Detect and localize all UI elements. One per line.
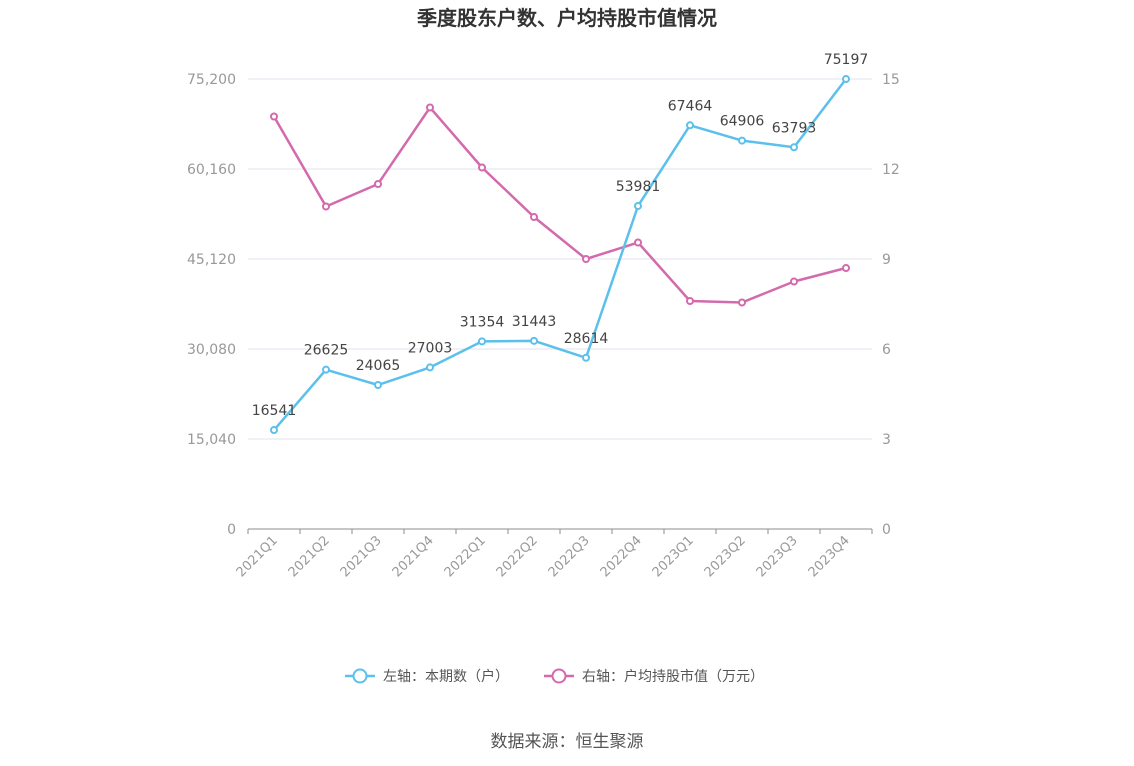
- left-axis-tick-label: 75,200: [187, 72, 236, 88]
- data-point[interactable]: [530, 336, 538, 345]
- data-point[interactable]: [686, 297, 694, 305]
- right-axis-tick-label: 12: [882, 162, 900, 178]
- data-label: 31354: [460, 314, 505, 330]
- x-axis-tick-label: 2023Q4: [806, 533, 853, 580]
- data-label: 75197: [824, 52, 869, 68]
- x-axis-tick-label: 2022Q4: [598, 533, 645, 580]
- data-label: 31443: [512, 314, 557, 330]
- data-label: 63793: [772, 120, 817, 136]
- data-label: 26625: [304, 343, 349, 359]
- data-point[interactable]: [634, 238, 642, 247]
- data-point[interactable]: [374, 180, 382, 188]
- data-point[interactable]: [270, 426, 278, 435]
- legend-label: 右轴：户均持股市值（万元）: [582, 668, 764, 685]
- data-point[interactable]: [478, 337, 486, 346]
- legend-circle-marker: [352, 668, 368, 684]
- data-point[interactable]: [842, 264, 850, 272]
- left-axis-tick-label: 15,040: [187, 432, 236, 448]
- data-point[interactable]: [790, 277, 798, 286]
- data-label: 67464: [668, 98, 713, 114]
- legend-circle-marker: [551, 668, 567, 684]
- x-axis-tick-label: 2021Q1: [234, 533, 281, 580]
- data-point[interactable]: [270, 112, 278, 121]
- right-axis-tick-label: 15: [882, 72, 900, 88]
- data-point[interactable]: [426, 363, 434, 372]
- data-label: 27003: [408, 340, 453, 356]
- x-axis-tick-label: 2021Q3: [338, 533, 385, 580]
- series-layer: [270, 75, 850, 435]
- x-axis: 2021Q1 2021Q2 2021Q3 2021Q4 2022Q1 2022Q2 2022…: [234, 528, 873, 580]
- right-axis-tick-label: 0: [882, 522, 891, 538]
- right-axis-tick-label: 6: [882, 342, 891, 358]
- data-point[interactable]: [738, 136, 746, 145]
- chart-title: 季度股东户数、户均持股市值情况: [416, 6, 717, 30]
- x-axis-tick-label: 2023Q3: [754, 533, 801, 580]
- data-point[interactable]: [322, 365, 330, 374]
- right-axis-tick-label: 3: [882, 432, 891, 448]
- data-point[interactable]: [842, 75, 850, 84]
- x-axis-tick-label: 2022Q1: [442, 533, 489, 580]
- data-point[interactable]: [582, 255, 590, 263]
- x-axis-tick-label: 2022Q3: [546, 533, 593, 580]
- x-axis-tick-label: 2021Q2: [286, 533, 333, 580]
- data-point[interactable]: [790, 143, 798, 152]
- left-axis-tick-label: 30,080: [187, 342, 236, 358]
- data-point[interactable]: [738, 298, 746, 307]
- data-point[interactable]: [478, 163, 486, 172]
- left-axis-tick-label: 0: [227, 522, 236, 538]
- data-label: 53981: [616, 179, 661, 195]
- legend-item[interactable]: 左轴：本期数（户）: [345, 668, 509, 685]
- series-line: [273, 78, 847, 431]
- data-label: 24065: [356, 358, 401, 374]
- x-axis-tick-label: 2021Q4: [390, 533, 437, 580]
- series-line: [272, 106, 847, 304]
- left-axis: 0 15,040 30,080 45,120 60,160 75,200: [187, 72, 236, 538]
- right-axis: 0 3 6 9 12 15: [882, 72, 900, 538]
- data-point[interactable]: [686, 121, 694, 130]
- data-label: 16541: [252, 403, 297, 419]
- legend-label: 左轴：本期数（户）: [383, 668, 509, 685]
- data-point[interactable]: [530, 213, 538, 221]
- legend[interactable]: 左轴：本期数（户） 右轴：户均持股市值（万元）: [345, 668, 764, 685]
- data-label: 64906: [720, 114, 765, 130]
- left-axis-tick-label: 45,120: [187, 252, 236, 268]
- source-note: 数据来源：恒生聚源: [491, 732, 644, 752]
- grid-lines: [248, 78, 872, 440]
- data-label: 28614: [564, 331, 609, 347]
- data-point[interactable]: [426, 103, 434, 112]
- x-axis-tick-label: 2023Q1: [650, 533, 697, 580]
- data-point[interactable]: [374, 380, 382, 389]
- right-axis-tick-label: 9: [882, 252, 891, 268]
- data-point[interactable]: [634, 201, 642, 210]
- data-point[interactable]: [582, 353, 590, 362]
- legend-item[interactable]: 右轴：户均持股市值（万元）: [544, 668, 764, 685]
- left-axis-tick-label: 60,160: [187, 162, 236, 178]
- x-axis-tick-label: 2023Q2: [702, 533, 749, 580]
- x-axis-tick-label: 2022Q2: [494, 533, 541, 580]
- data-point[interactable]: [322, 202, 330, 211]
- data-labels: 16541 26625 24065 27003 31354 31443 28614 53981…: [252, 52, 869, 419]
